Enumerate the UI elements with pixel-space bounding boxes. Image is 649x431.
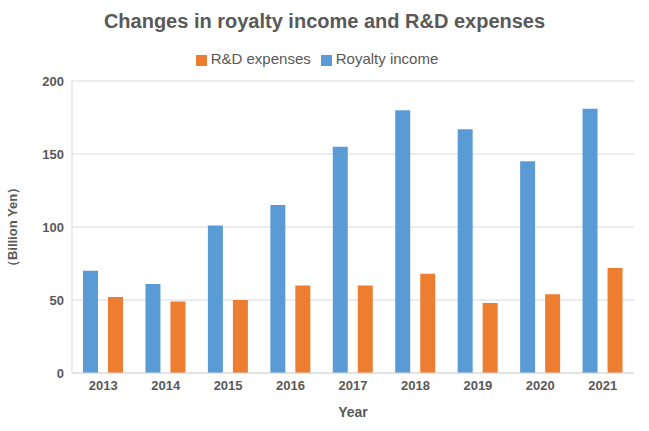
html-text:Royalty income: Royalty income (335, 50, 439, 67)
svg-text:2021: 2021 (588, 378, 617, 393)
svg-text:（Billion Yen）: （Billion Yen） (8, 181, 20, 273)
svg-text:2020: 2020 (526, 378, 555, 393)
svg-text:2018: 2018 (401, 378, 430, 393)
svg-text:50: 50 (50, 293, 64, 308)
svg-text:2014: 2014 (151, 378, 181, 393)
svg-text:200: 200 (42, 74, 64, 89)
svg-text:100: 100 (42, 220, 64, 235)
svg-text:0: 0 (57, 366, 64, 381)
svg-text:150: 150 (42, 147, 64, 162)
html-text:R&D expenses: R&D expenses (210, 50, 311, 67)
html-text:Changes in royalty income and: Changes in royalty income and R&D expens… (103, 10, 546, 32)
svg-text:2019: 2019 (463, 378, 492, 393)
svg-text:Year: Year (338, 404, 368, 420)
svg-text:2016: 2016 (276, 378, 305, 393)
svg-text:2017: 2017 (339, 378, 368, 393)
svg-text:2015: 2015 (214, 378, 243, 393)
svg-text:2013: 2013 (89, 378, 118, 393)
